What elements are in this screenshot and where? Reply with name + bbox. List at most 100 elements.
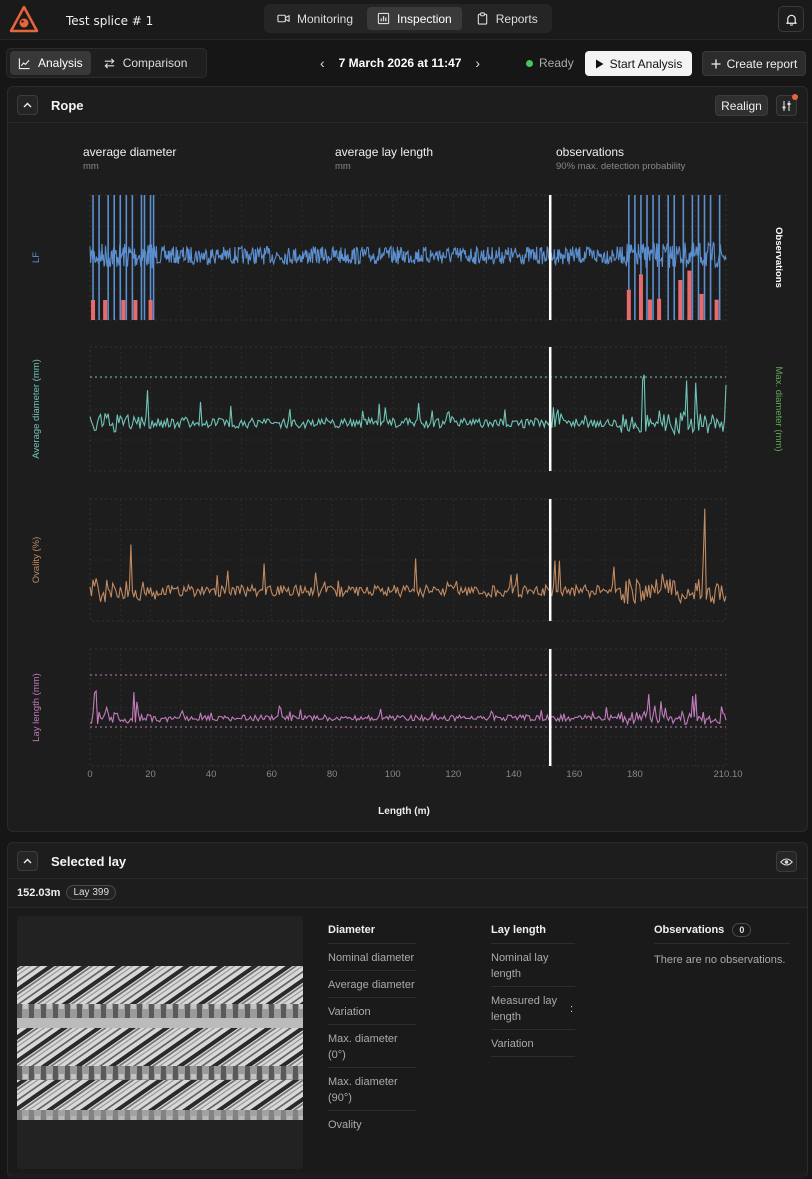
tab-monitoring[interactable]: Monitoring <box>267 7 363 30</box>
observation-marker <box>133 300 138 320</box>
col-header-observations: observations <box>556 145 624 159</box>
current-date: 7 March 2026 at 11:47 <box>338 56 462 70</box>
status-indicator: Ready <box>526 56 574 70</box>
plus-icon <box>711 59 721 68</box>
status-text: Ready <box>539 56 574 70</box>
start-analysis-button[interactable]: Start Analysis <box>585 51 692 76</box>
rope-panel-title: Rope <box>51 98 84 113</box>
observation-marker <box>678 279 683 320</box>
x-tick-label: 210.10 <box>713 769 742 780</box>
ovality-line <box>89 508 727 605</box>
lay-row-nominal: Nominal lay length <box>491 944 575 987</box>
observation-marker <box>638 274 643 320</box>
observation-marker <box>121 300 126 320</box>
observations-empty-text: There are no observations. <box>654 954 786 966</box>
line-chart-icon <box>18 57 30 69</box>
diameter-header: Diameter <box>328 916 416 944</box>
avg-diameter-line <box>89 374 727 436</box>
x-tick-label: 60 <box>266 769 277 780</box>
toggle-visibility-button[interactable] <box>776 851 797 872</box>
tab-inspection[interactable]: Inspection <box>367 7 462 30</box>
y-axis-label: Ovality (%) <box>31 537 42 583</box>
x-tick-label: 40 <box>206 769 217 780</box>
observation-marker <box>687 270 692 320</box>
x-tick-label: 80 <box>327 769 338 780</box>
tab-reports[interactable]: Reports <box>466 7 548 30</box>
sliders-icon <box>782 100 790 111</box>
lay-length-header: Lay length <box>491 916 575 944</box>
lay-length-section: Lay length Nominal lay length Measured l… <box>491 916 575 1057</box>
filter-settings-button[interactable] <box>776 94 798 116</box>
tab-monitoring-label: Monitoring <box>297 11 354 26</box>
x-tick-label: 180 <box>627 769 643 780</box>
lay-info: 152.03m Lay 399 <box>17 885 117 900</box>
x-axis-label: Length (m) <box>378 806 430 817</box>
play-icon <box>595 59 604 68</box>
status-dot-icon <box>526 59 533 67</box>
lay-position: 152.03m <box>17 886 61 899</box>
col-header-avg-diameter: average diameter <box>83 145 176 159</box>
diameter-row-variation: Variation <box>328 998 416 1025</box>
observations-header: Observations 0 <box>654 916 790 944</box>
x-tick-label: 0 <box>87 769 92 780</box>
chevron-left-icon[interactable]: ‹ <box>320 55 325 71</box>
app-logo-icon[interactable] <box>9 5 39 33</box>
clipboard-icon <box>477 12 487 25</box>
chevron-up-icon <box>23 858 32 864</box>
date-navigator: ‹ 7 March 2026 at 11:47 › <box>320 55 480 71</box>
x-tick-label: 140 <box>506 769 522 780</box>
observations-header-label: Observations <box>654 923 725 936</box>
app-title: Test splice # 1 <box>66 14 154 28</box>
grid-frame <box>89 648 727 767</box>
lay-row-measured: Measured lay length : <box>491 987 575 1030</box>
selected-lay-title: Selected lay <box>51 854 127 869</box>
y-axis-label: LF <box>31 252 42 263</box>
start-analysis-label: Start Analysis <box>609 56 683 71</box>
col-unit-observations: 90% max. detection probability <box>556 161 686 172</box>
rope-scan-image[interactable] <box>17 916 303 1169</box>
create-report-label: Create report <box>726 56 798 71</box>
x-tick-label: 120 <box>445 769 461 780</box>
create-report-button[interactable]: Create report <box>702 51 806 76</box>
lf-signal-line <box>89 241 727 269</box>
rope-panel-header: Rope Realign <box>8 87 807 123</box>
main-nav: Monitoring Inspection Reports <box>264 4 552 33</box>
observation-marker <box>714 299 719 320</box>
selected-lay-panel: Selected lay 152.03m Lay 399 <box>7 842 808 1178</box>
selected-lay-header: Selected lay <box>8 843 807 879</box>
notification-dot-icon <box>792 94 798 100</box>
rope-panel: Rope Realign average diameter mm average… <box>7 86 808 832</box>
rope-chart[interactable]: average diameter mm average lay length m… <box>8 123 807 831</box>
observation-marker <box>699 293 704 320</box>
observation-marker <box>91 300 96 320</box>
chevron-right-icon[interactable]: › <box>475 55 481 71</box>
y-axis-right-label: Observations <box>773 227 784 288</box>
col-unit-avg-diameter: mm <box>83 161 99 172</box>
video-icon <box>277 14 290 23</box>
lay-row-variation: Variation <box>491 1030 575 1057</box>
tab-reports-label: Reports <box>495 11 538 26</box>
x-tick-label: 160 <box>566 769 582 780</box>
observations-count-badge: 0 <box>732 922 752 937</box>
observation-marker <box>626 289 631 320</box>
col-unit-avg-lay-length: mm <box>335 161 351 172</box>
observation-marker <box>148 300 153 320</box>
tab-analysis-label: Analysis <box>38 56 83 70</box>
realign-button[interactable]: Realign <box>715 95 768 116</box>
observation-marker <box>648 299 653 320</box>
collapse-rope-button[interactable] <box>17 95 38 115</box>
diameter-section: Diameter Nominal diameter Average diamet… <box>328 916 416 1137</box>
chevron-up-icon <box>23 102 32 108</box>
collapse-lay-button[interactable] <box>17 851 38 871</box>
observation-marker <box>103 300 108 320</box>
tab-comparison[interactable]: Comparison <box>95 51 196 75</box>
diameter-row-max-0: Max. diameter (0°) <box>328 1025 416 1068</box>
tab-comparison-label: Comparison <box>122 56 188 70</box>
chart-icon <box>377 12 390 25</box>
lay-details: Diameter Nominal diameter Average diamet… <box>8 907 807 1173</box>
tab-analysis[interactable]: Analysis <box>10 51 91 75</box>
diameter-row-average: Average diameter <box>328 971 416 998</box>
x-tick-label: 20 <box>145 769 156 780</box>
notifications-button[interactable] <box>778 6 804 32</box>
diameter-row-nominal: Nominal diameter <box>328 944 416 971</box>
